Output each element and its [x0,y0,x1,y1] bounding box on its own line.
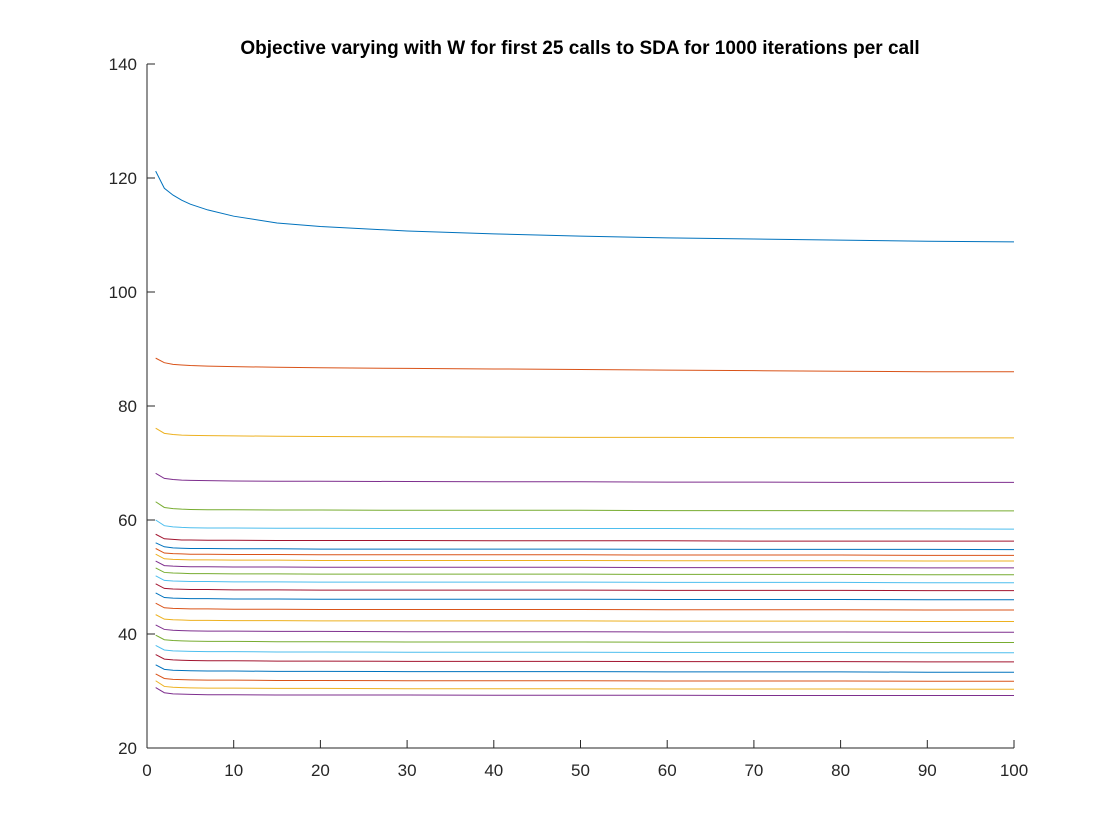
series-line-17 [155,614,1014,622]
y-tick-label: 120 [109,169,137,188]
series-line-9 [155,548,1014,556]
series-line-1 [155,170,1015,243]
series-line-21 [155,654,1014,663]
x-tick-label: 30 [398,761,417,780]
x-tick-label: 10 [224,761,243,780]
series-line-13 [155,575,1014,584]
series-line-15 [155,592,1014,601]
x-tick-label: 60 [658,761,677,780]
y-tick-label: 60 [118,511,137,530]
x-tick-label: 20 [311,761,330,780]
series-line-20 [155,644,1014,654]
series-line-22 [155,664,1014,673]
series-line-2 [155,357,1014,373]
series-line-23 [155,673,1014,682]
series-line-14 [155,583,1014,592]
series-line-12 [155,567,1014,576]
x-tick-label: 0 [142,761,151,780]
series-line-7 [155,533,1014,542]
y-tick-label: 20 [118,739,137,758]
y-tick-label: 140 [109,55,137,74]
series-layer [155,170,1015,697]
x-tick-label: 70 [744,761,763,780]
chart-title: Objective varying with W for first 25 ca… [240,38,919,59]
series-line-19 [155,634,1014,644]
series-line-3 [155,427,1014,439]
series-line-4 [155,472,1014,483]
x-tick-label: 50 [571,761,590,780]
series-line-16 [155,602,1014,611]
series-line-11 [155,560,1014,569]
x-tick-label: 80 [831,761,850,780]
y-tick-label: 80 [118,397,137,416]
series-line-18 [155,624,1014,633]
y-tick-label: 40 [118,625,137,644]
x-tick-label: 90 [918,761,937,780]
series-line-5 [155,501,1014,512]
series-line-8 [155,542,1015,551]
x-tick-label: 100 [1000,761,1028,780]
series-line-25 [155,687,1014,697]
y-tick-label: 100 [109,283,137,302]
x-tick-label: 40 [484,761,503,780]
series-line-24 [155,680,1014,690]
series-line-6 [155,519,1015,530]
axes: 0 10 20 30 40 50 60 70 80 90 100 20 40 60 80 100 120 140 [109,55,1029,780]
series-line-10 [155,553,1014,562]
